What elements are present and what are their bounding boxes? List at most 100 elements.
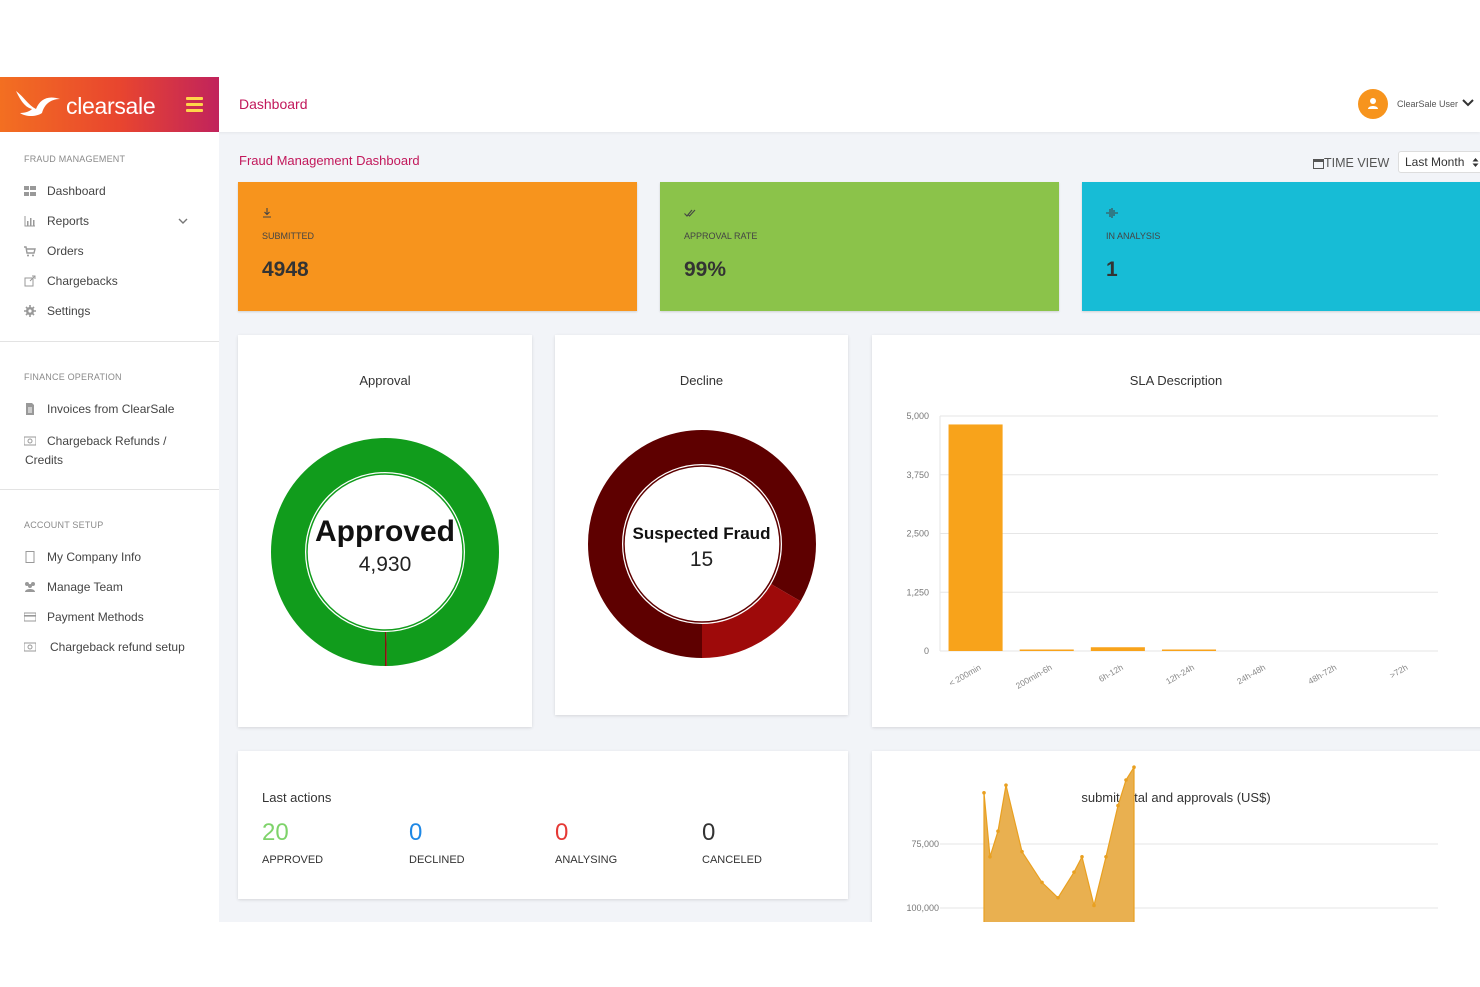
y-tick-label: 1,250 (906, 587, 929, 597)
stat-value: 4948 (262, 258, 309, 281)
canceled-count: 0 (702, 819, 716, 846)
calendar-icon (1313, 158, 1324, 169)
hamburger-icon[interactable] (186, 97, 203, 112)
sidebar-item-label: Invoices from ClearSale (47, 402, 175, 416)
sidebar-item-reports[interactable]: Reports (24, 214, 204, 228)
area-point[interactable] (988, 855, 992, 859)
breadcrumb-title: Dashboard (239, 96, 308, 112)
document-icon (26, 403, 34, 415)
donut-inner-ring (306, 473, 464, 631)
last-actions-card: Last actions 20 APPROVED 0 DECLINED 0 AN… (238, 751, 848, 899)
sidebar-item-label: Payment Methods (47, 610, 144, 624)
sidebar-item-orders[interactable]: Orders (24, 244, 204, 258)
x-tick-label: >72h (1388, 662, 1410, 680)
area-point[interactable] (982, 791, 986, 795)
area-point[interactable] (1132, 765, 1136, 769)
last-actions-title: Last actions (262, 790, 332, 805)
sidebar-item-invoices[interactable]: Invoices from ClearSale (24, 402, 204, 416)
area-point[interactable] (1116, 803, 1120, 808)
area-point[interactable] (996, 829, 1000, 833)
area-point[interactable] (1020, 849, 1024, 854)
divider (0, 489, 219, 490)
sidebar-item-settings[interactable]: Settings (24, 304, 204, 318)
approval-card: Approval Approved 4,930 (238, 335, 532, 727)
donut-slice-other[interactable] (588, 430, 816, 658)
y-tick-label: 75,000 (911, 839, 939, 849)
sort-icon (1472, 158, 1479, 167)
users-icon (25, 582, 35, 592)
x-tick-label: < 200min (947, 662, 983, 688)
area-point[interactable] (1124, 778, 1128, 782)
approval-donut-chart (271, 438, 499, 666)
stat-card-in-analysis: IN ANALYSIS 1 (1082, 182, 1480, 311)
sidebar-section-title: FINANCE OPERATION (24, 372, 122, 382)
user-icon (1368, 98, 1378, 109)
sidebar-item-label: Chargebacks (47, 274, 118, 288)
pulse-icon (1106, 208, 1118, 218)
declined-count: 0 (409, 819, 423, 846)
area-point[interactable] (1104, 855, 1108, 859)
chevron-down-icon[interactable] (178, 217, 188, 225)
area-point[interactable] (1004, 783, 1008, 787)
decline-center-value: 15 (689, 548, 714, 571)
area-point[interactable] (1056, 895, 1060, 900)
area-point[interactable] (1080, 855, 1084, 859)
stat-label: SUBMITTED (262, 231, 315, 241)
sidebar-item-refund-setup[interactable]: Chargeback refund setup (24, 640, 204, 654)
sidebar-item-label: Manage Team (47, 580, 123, 594)
time-view-select[interactable]: Last Month (1398, 151, 1480, 173)
sla-bar[interactable] (1019, 649, 1074, 652)
sla-title: SLA Description (1129, 373, 1223, 388)
double-check-icon (684, 209, 696, 217)
donut-inner (306, 473, 464, 631)
y-tick-label: 2,500 (906, 529, 929, 539)
grid-icon (24, 186, 36, 196)
x-tick-label: 6h-12h (1097, 662, 1125, 684)
brand-header: clearsale (0, 77, 219, 132)
gear-icon (24, 305, 36, 317)
x-tick-label: 24h-48h (1235, 662, 1267, 686)
sidebar-item-label: Settings (47, 304, 91, 318)
sla-bar[interactable] (948, 424, 1003, 651)
stat-label: IN ANALYSIS (1106, 231, 1161, 241)
app: clearsale Dashboard ClearSale User FRAUD… (0, 77, 1480, 922)
sidebar-item-chargeback-refunds[interactable]: Chargeback Refunds / Credits (24, 432, 204, 470)
approval-title: Approval (359, 373, 411, 388)
sidebar-item-label: My Company Info (47, 550, 142, 564)
y-tick-label: 5,000 (906, 411, 929, 421)
time-view-text: TIME VIEW (1324, 156, 1390, 170)
decline-center-label: Suspected Fraud (632, 524, 771, 543)
credit-card-icon (24, 612, 36, 622)
x-tick-label: 12h-24h (1164, 662, 1196, 686)
submit-total-area-chart: 100,000 75,000 (906, 765, 1438, 922)
sidebar-item-payment-methods[interactable]: Payment Methods (24, 610, 204, 624)
stat-label: APPROVAL RATE (684, 231, 758, 241)
sla-bar[interactable] (1090, 647, 1145, 651)
brand-name: clearsale (66, 93, 156, 119)
approval-center-label: Approved (314, 515, 455, 548)
user-name[interactable]: ClearSale User (1397, 99, 1459, 109)
declined-label: DECLINED (409, 854, 465, 866)
chevron-down-icon[interactable] (1462, 98, 1474, 108)
area-point[interactable] (1040, 880, 1044, 885)
sidebar: FRAUD MANAGEMENT Dashboard Reports Order… (0, 132, 219, 922)
sla-bar-chart: 0 1,250 2,500 3,750 5,000 < 200min 200min-6h 6h… (906, 411, 1438, 691)
sla-bar[interactable] (1161, 649, 1217, 652)
money-icon (24, 642, 36, 652)
sidebar-item-chargebacks[interactable]: Chargebacks (24, 274, 204, 288)
canceled-label: CANCELED (702, 854, 762, 866)
area-point[interactable] (1092, 903, 1096, 908)
sidebar-item-label: Orders (47, 244, 84, 258)
sidebar-item-manage-team[interactable]: Manage Team (24, 580, 204, 594)
sidebar-section-title: ACCOUNT SETUP (24, 520, 104, 530)
sidebar-item-dashboard[interactable]: Dashboard (24, 184, 204, 198)
approved-count: 20 (262, 819, 289, 846)
approved-label: APPROVED (262, 854, 324, 866)
sidebar-section-title: FRAUD MANAGEMENT (24, 154, 126, 164)
stat-value: 99% (684, 258, 727, 281)
decline-donut-chart (588, 430, 816, 658)
sidebar-item-company-info[interactable]: My Company Info (24, 550, 204, 564)
donut-slice-declined[interactable] (271, 438, 499, 666)
area-point[interactable] (1072, 870, 1076, 874)
user-avatar[interactable] (1358, 89, 1388, 119)
